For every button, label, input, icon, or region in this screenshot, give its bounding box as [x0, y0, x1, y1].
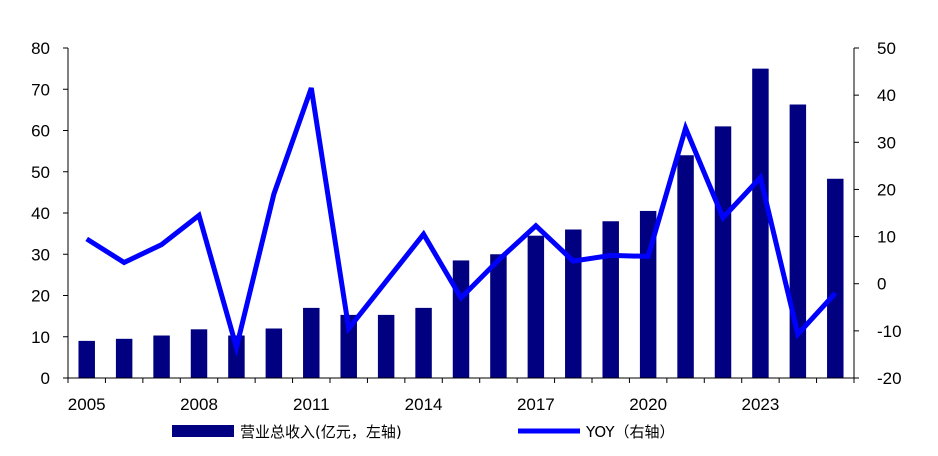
bar-2018: [565, 229, 582, 378]
bar-series: [78, 68, 844, 379]
bar-2025: [827, 178, 844, 378]
line-series: [85, 87, 838, 358]
legend: 营业总收入(亿元，左轴) YOY（右轴）: [172, 423, 675, 441]
right-tick-label: 50: [877, 39, 896, 58]
bar-2022: [714, 126, 732, 378]
left-tick-label: 50: [31, 163, 50, 182]
left-tick-label: 60: [31, 122, 50, 141]
x-tick-label: 2008: [180, 395, 218, 414]
x-tick-label: 2011: [293, 395, 330, 414]
right-tick-label: -10: [877, 322, 902, 341]
right-tick-label: 20: [877, 180, 896, 199]
bar-2021: [677, 155, 694, 378]
bar-2017: [527, 235, 545, 378]
left-tick-label: 40: [31, 204, 50, 223]
x-tick-label: 2005: [68, 395, 106, 414]
x-tick-label: 2020: [629, 395, 667, 414]
left-tick-label: 30: [31, 245, 50, 264]
left-tick-label: 10: [31, 328, 50, 347]
bar-2016: [490, 254, 507, 378]
bar-2010: [265, 328, 283, 378]
bar-2013: [377, 314, 395, 378]
legend-bar-swatch: [172, 425, 234, 437]
bar-2007: [153, 335, 170, 378]
axes: 0 10 20 30 40 50 60 70 80 -20 -10 0 10 20 30 40 50 2005 20…: [31, 39, 902, 414]
x-tick-label: 2023: [742, 395, 780, 414]
bar-2019: [602, 221, 619, 378]
bar-2014: [415, 307, 432, 379]
x-tick-label: 2014: [405, 395, 443, 414]
bar-2008: [190, 329, 208, 378]
bar-2020: [639, 210, 657, 378]
right-tick-label: 0: [877, 275, 886, 294]
bar-2005: [78, 340, 95, 379]
legend-bar-label: 营业总收入(亿元，左轴): [240, 423, 402, 441]
left-tick-label: 20: [31, 287, 50, 306]
legend-line-label: YOY（右轴）: [585, 423, 675, 441]
right-tick-label: 10: [877, 228, 896, 247]
right-tick-label: 40: [877, 86, 896, 105]
right-tick-label: 30: [877, 133, 896, 152]
left-tick-label: 70: [31, 80, 50, 99]
left-tick-label: 0: [41, 369, 50, 388]
bar-2015: [452, 260, 470, 378]
right-tick-label: -20: [877, 369, 902, 388]
bar-2006: [115, 338, 133, 378]
bar-2011: [303, 307, 320, 379]
bar-2009: [228, 335, 245, 378]
bar-2012: [340, 314, 357, 378]
left-tick-label: 80: [31, 39, 50, 58]
x-tick-label: 2017: [517, 395, 555, 414]
bar-2023: [752, 68, 769, 379]
